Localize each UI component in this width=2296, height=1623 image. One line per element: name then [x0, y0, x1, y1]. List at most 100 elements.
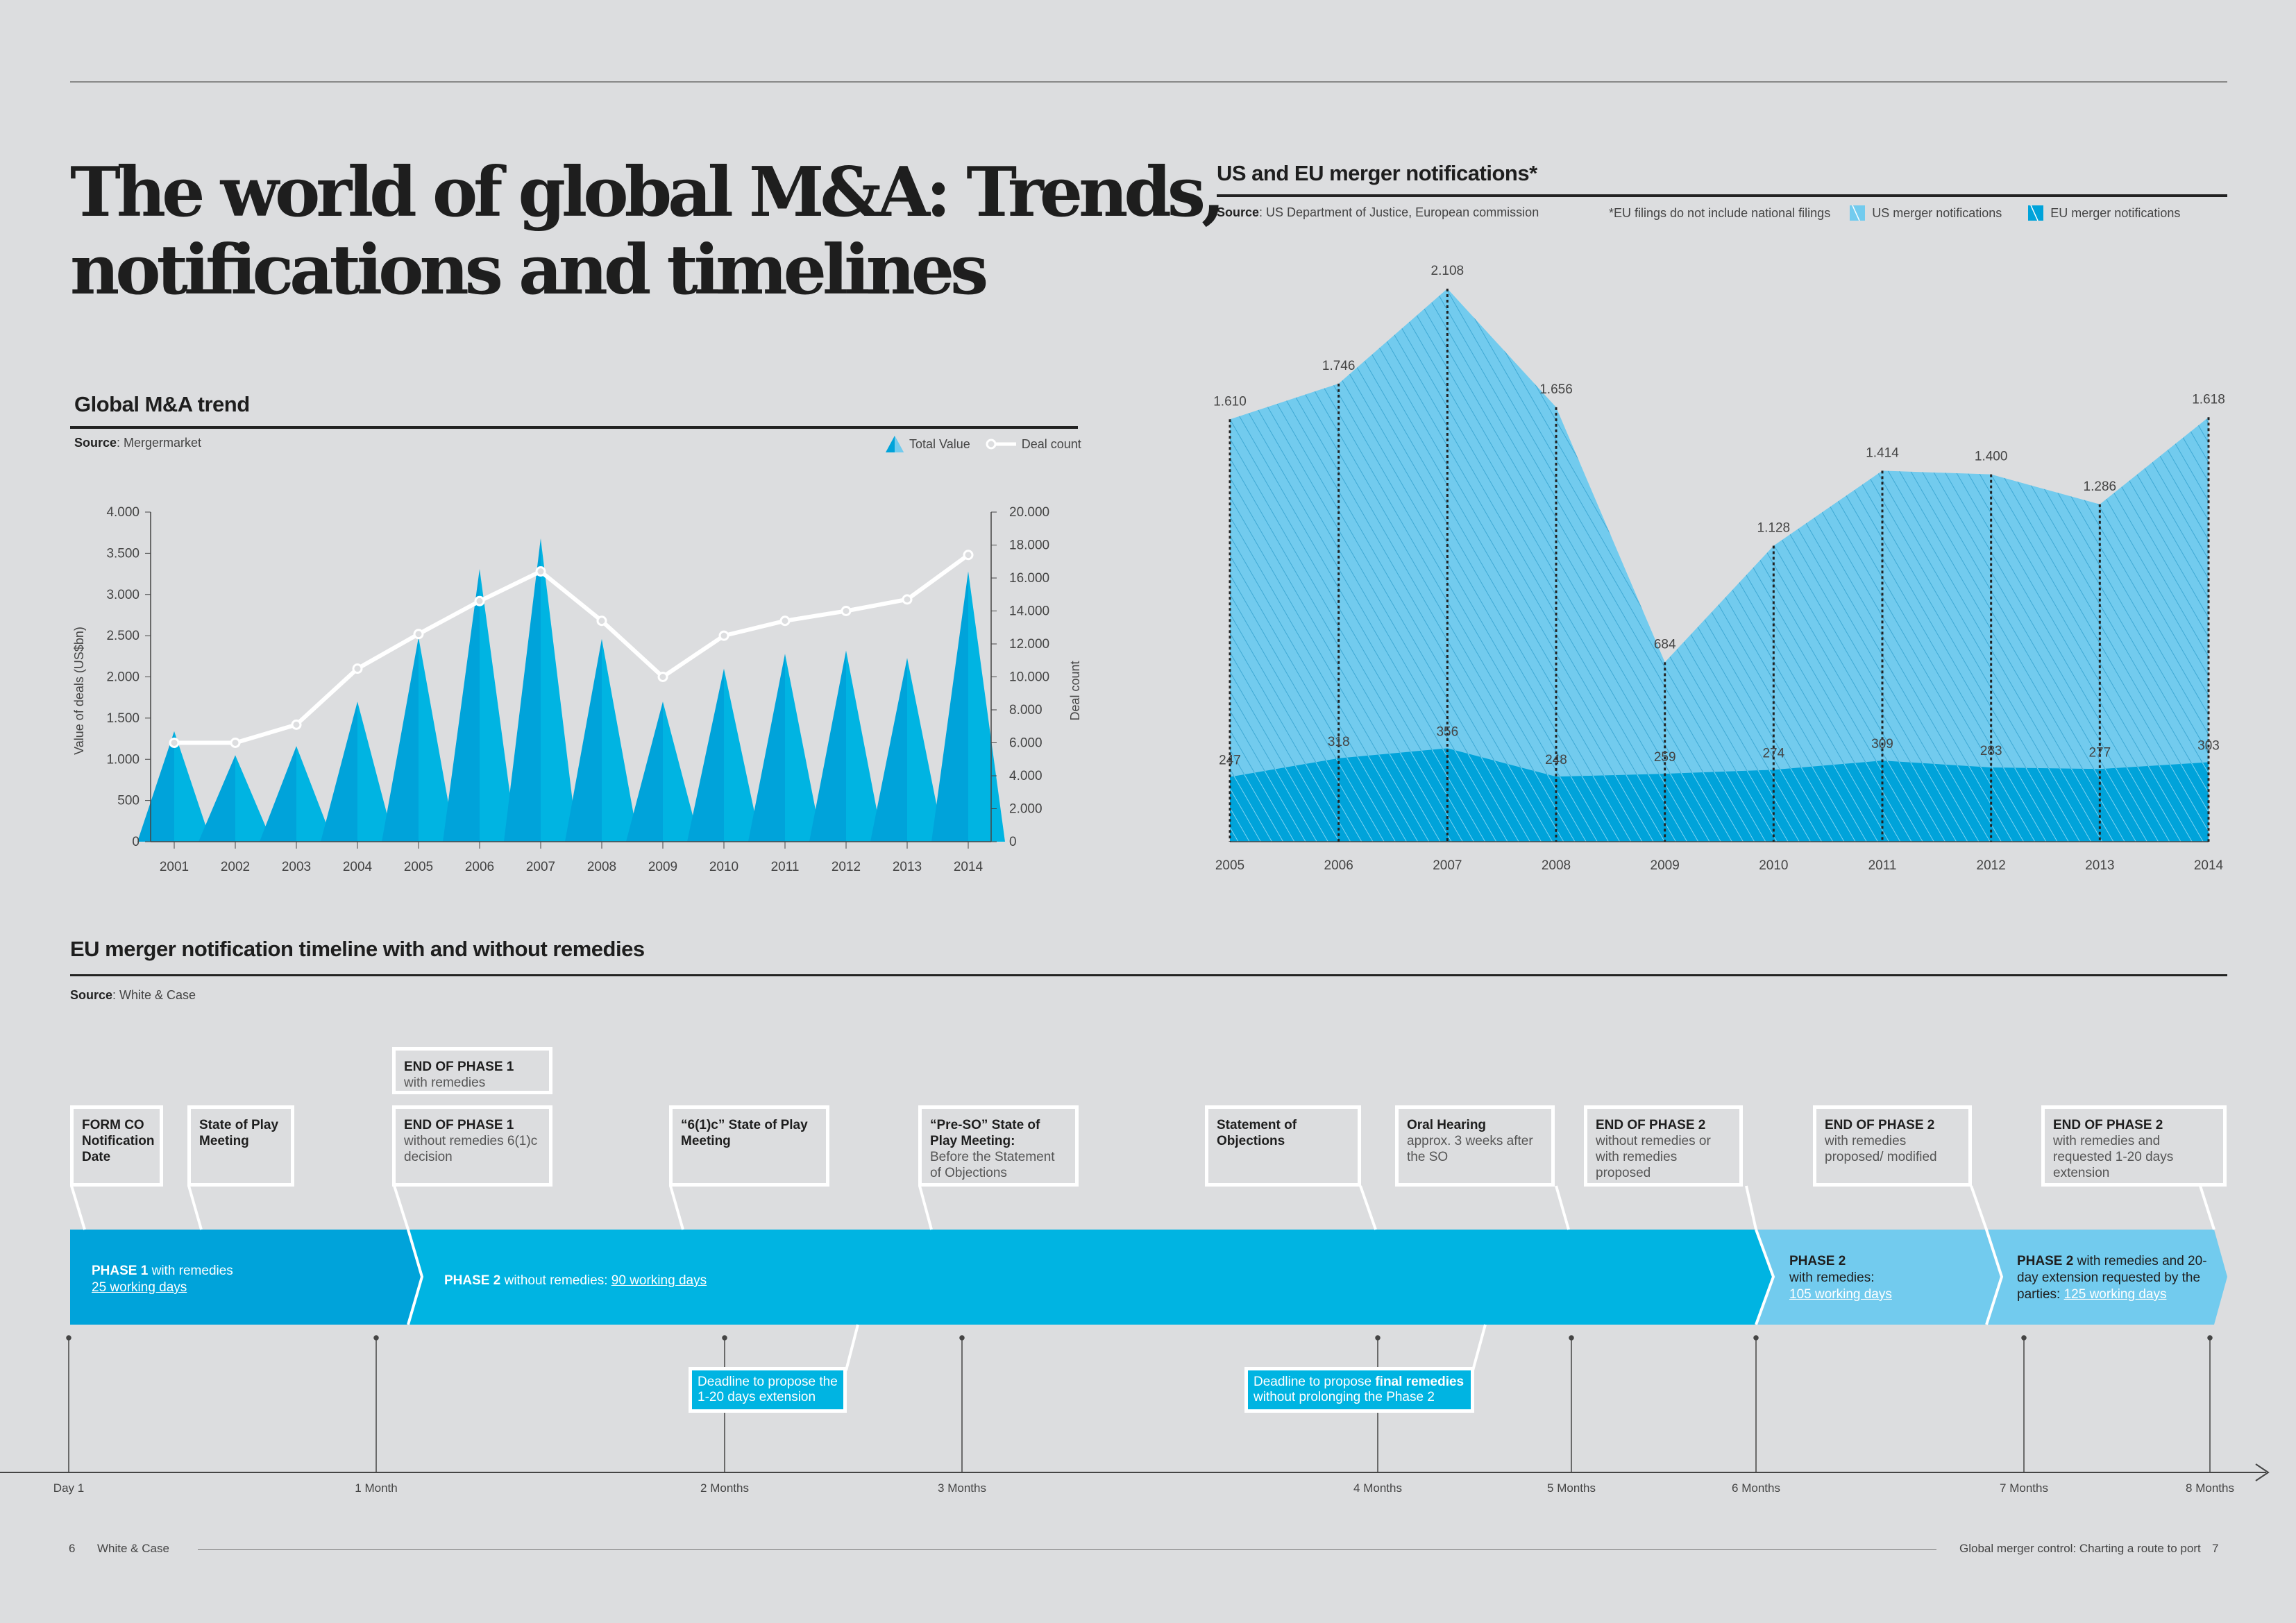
deal-count-point	[963, 550, 974, 561]
month-label: 7 Months	[2000, 1481, 2048, 1495]
x-tick-label: 2006	[1324, 858, 1353, 873]
x-tick-label: 2004	[343, 860, 373, 874]
footer-right-text: Global merger control: Charting a route …	[1959, 1542, 2201, 1555]
total-value-bar-right	[724, 668, 761, 842]
x-tick-label: 2012	[832, 860, 861, 874]
total-value-legend-icon	[886, 436, 904, 452]
deal-count-point	[291, 719, 302, 730]
total-value-bar-right	[968, 571, 1005, 842]
x-tick-label: 2014	[954, 860, 984, 874]
x-tick-label: 2014	[2194, 858, 2224, 873]
eu-legend-icon	[2028, 205, 2044, 221]
global-trend-source: Source: Mergermarket	[74, 436, 202, 450]
total-value-bar	[199, 755, 272, 842]
eu-value-label: 259	[1654, 750, 1676, 765]
month-tick-dot	[1753, 1335, 1759, 1341]
phase2-segment	[408, 1230, 1773, 1325]
us-value-label: 2.108	[1431, 264, 1464, 278]
month-tick-dot	[1375, 1335, 1381, 1341]
us-value-label: 1.746	[1322, 359, 1356, 373]
x-tick-label: 2007	[526, 860, 555, 874]
x-tick-label: 2011	[1868, 858, 1897, 873]
deal-count-point	[169, 738, 180, 748]
month-label: 4 Months	[1353, 1481, 1402, 1495]
phase2-label: PHASE 2 without remedies: 90 working day…	[444, 1273, 707, 1288]
footer-left-page: 6	[69, 1542, 76, 1555]
total-value-bar-right	[907, 658, 944, 842]
phase1-label: PHASE 1 with remedies 25 working days	[92, 1264, 233, 1295]
total-value-bar	[931, 571, 1005, 842]
deal-count-point	[596, 615, 607, 627]
y2-tick-label: 12.000	[1009, 637, 1049, 652]
x-tick-label: 2012	[1977, 858, 2006, 873]
global-trend-chart: 0 500 1.000 1.500 2.000 2.500 3.000 3.500 4.000 0…	[72, 505, 1082, 874]
total-value-bar-right	[174, 731, 211, 842]
total-value-bar-left	[626, 702, 663, 842]
month-label: 6 Months	[1732, 1481, 1780, 1495]
timeline-rule	[70, 974, 2227, 976]
y-tick-label: 1.000	[106, 752, 140, 767]
total-value-bar-right	[357, 702, 394, 842]
month-tick-dot	[2021, 1335, 2027, 1341]
deal-count-point	[535, 566, 546, 577]
eu-area	[1230, 748, 2209, 842]
total-value-bar-right	[235, 755, 272, 842]
eu-value-label: 303	[2197, 738, 2220, 753]
x-tick-label: 2005	[1215, 858, 1244, 873]
total-value-bar	[382, 637, 455, 842]
deal-count-line	[174, 553, 970, 745]
eu-value-label: 248	[1545, 753, 1567, 767]
month-label: 5 Months	[1547, 1481, 1596, 1495]
total-value-bar-left	[260, 746, 296, 842]
month-label: Day 1	[53, 1481, 85, 1495]
us-value-label: 1.656	[1539, 382, 1573, 397]
month-label: 2 Months	[700, 1481, 749, 1495]
x-tick-label: 2010	[1759, 858, 1788, 873]
phase2-extension-segment	[1986, 1230, 2227, 1325]
y2-tick-label: 8.000	[1009, 703, 1043, 717]
footer-rule	[198, 1549, 1936, 1550]
timeline-box-end-phase2-without: END OF PHASE 2 without remedies or with r…	[1584, 1105, 1743, 1187]
total-value-bar-left	[687, 668, 724, 842]
total-value-bar-left	[931, 571, 968, 842]
x-tick-label: 2006	[465, 860, 494, 874]
eu-value-label: 309	[1871, 737, 1893, 751]
total-value-bar-right	[480, 568, 516, 842]
month-label: 3 Months	[938, 1481, 986, 1495]
us-eu-legend: *EU filings do not include national fili…	[1609, 205, 2180, 221]
x-tick-label: 2008	[1542, 858, 1571, 873]
total-value-bar-right	[296, 746, 333, 842]
legend-deal-count: Deal count	[1021, 436, 1081, 451]
total-value-bar	[870, 658, 944, 842]
us-value-label: 1.610	[1213, 394, 1247, 409]
footer-left-text: White & Case	[97, 1542, 169, 1555]
eu-value-label: 247	[1219, 754, 1241, 768]
y-tick-label: 3.500	[106, 546, 140, 561]
us-area	[1230, 289, 2209, 842]
month-tick-dot	[66, 1335, 71, 1341]
timeline-box-oral-hearing: Oral Hearing approx. 3 weeks after the SO	[1395, 1105, 1555, 1187]
timeline-source: Source: White & Case	[70, 988, 196, 1002]
month-tick-dot	[959, 1335, 965, 1341]
page-title: The world of global M&A: Trends, notifica…	[70, 153, 1225, 310]
x-tick-label: 2013	[2085, 858, 2114, 873]
deal-count-point	[413, 629, 424, 640]
month-tick-dot	[2207, 1335, 2213, 1341]
total-value-bar	[504, 538, 577, 842]
total-value-bar-left	[137, 731, 174, 842]
eu-footnote: *EU filings do not include national fili…	[1609, 205, 1831, 220]
total-value-bar-left	[870, 658, 907, 842]
month-label: 8 Months	[2186, 1481, 2234, 1495]
y2-tick-label: 2.000	[1009, 802, 1043, 817]
total-value-bar	[687, 668, 761, 842]
y-tick-label: 3.000	[106, 588, 140, 602]
legend-eu: EU merger notifications	[2050, 205, 2181, 220]
phase2-extension-label: PHASE 2 with remedies and 20-day extensi…	[2017, 1254, 2207, 1302]
x-tick-label: 2011	[771, 860, 800, 874]
us-eu-chart: 2005 1.610 247 2006 1.746 318 2007 2.108 356 2008…	[1213, 264, 2225, 873]
legend-us: US merger notifications	[1872, 205, 2002, 220]
eu-value-label: 277	[2088, 745, 2111, 760]
us-value-label: 1.128	[1757, 521, 1791, 536]
deal-count-point	[474, 595, 485, 606]
